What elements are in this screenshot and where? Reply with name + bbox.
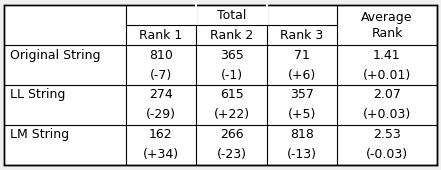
Text: (+0.01): (+0.01) — [363, 69, 411, 81]
Text: 162: 162 — [149, 129, 173, 141]
Text: (+5): (+5) — [288, 108, 316, 121]
Text: 365: 365 — [220, 49, 243, 62]
Text: LM String: LM String — [10, 129, 69, 141]
Text: (-13): (-13) — [287, 148, 317, 161]
Text: (-1): (-1) — [220, 69, 243, 81]
Text: 2.53: 2.53 — [373, 129, 401, 141]
Text: (-29): (-29) — [146, 108, 176, 121]
Text: 357: 357 — [290, 89, 314, 101]
Text: (-0.03): (-0.03) — [366, 148, 408, 161]
Text: (+34): (+34) — [143, 148, 179, 161]
Text: 810: 810 — [149, 49, 173, 62]
Text: 2.07: 2.07 — [373, 89, 401, 101]
Text: (+0.03): (+0.03) — [363, 108, 411, 121]
Text: 818: 818 — [290, 129, 314, 141]
Text: 266: 266 — [220, 129, 243, 141]
Text: Average
Rank: Average Rank — [361, 11, 413, 40]
Text: (-7): (-7) — [150, 69, 172, 81]
Text: Rank 1: Rank 1 — [139, 29, 183, 41]
Text: 274: 274 — [149, 89, 173, 101]
Text: LL String: LL String — [10, 89, 65, 101]
Text: Rank 2: Rank 2 — [210, 29, 253, 41]
Text: 71: 71 — [294, 49, 310, 62]
Text: (+22): (+22) — [213, 108, 250, 121]
Text: 1.41: 1.41 — [373, 49, 401, 62]
Text: (+6): (+6) — [288, 69, 316, 81]
Text: Original String: Original String — [10, 49, 100, 62]
Text: 615: 615 — [220, 89, 243, 101]
Text: (-23): (-23) — [217, 148, 247, 161]
Text: Rank 3: Rank 3 — [280, 29, 324, 41]
Text: Total: Total — [217, 9, 246, 22]
